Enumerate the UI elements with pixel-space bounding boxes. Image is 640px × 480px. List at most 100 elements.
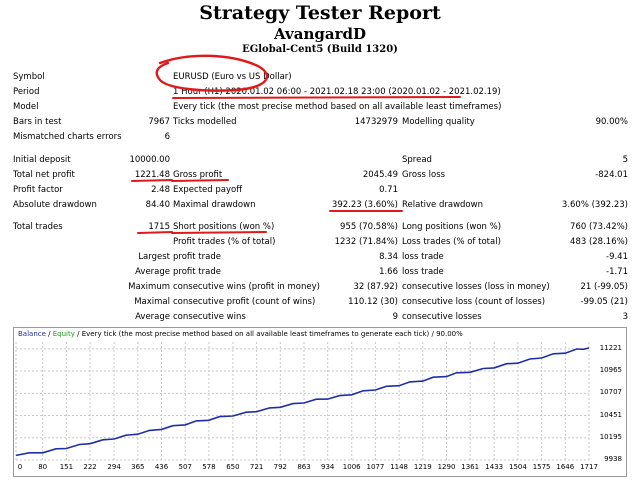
x-tick-label: 294 (107, 463, 121, 471)
x-tick-label: 721 (249, 463, 264, 471)
rel-dd-value: 3.60% (392.23) (561, 200, 628, 210)
quality-label: Modelling quality (402, 117, 475, 127)
net-profit-value: 1221.48 (134, 170, 170, 180)
max-dd-label: Maximal drawdown (173, 200, 256, 210)
x-tick-label: 1219 (413, 463, 432, 471)
abs-dd-value: 84.40 (145, 200, 170, 210)
gross-profit-value: 2045.49 (362, 170, 398, 180)
model-value: Every tick (the most precise method base… (173, 102, 502, 112)
spread-label: Spread (402, 155, 432, 165)
profit-trades-label: Profit trades (% of total) (173, 237, 276, 247)
maximal-cons-profit-value: 110.12 (30) (348, 297, 398, 307)
maximum-label: Maximum (128, 282, 170, 292)
x-tick-label: 1077 (366, 463, 385, 471)
y-tick-label: 11221 (599, 343, 622, 352)
expected-payoff-value: 0.71 (379, 185, 398, 195)
gross-loss-value: -824.01 (595, 170, 628, 180)
symbol-value: EURUSD (Euro vs US Dollar) (173, 72, 292, 82)
initial-deposit-value: 10000.00 (129, 155, 170, 165)
x-tick-label: 151 (59, 463, 74, 471)
largest-profit-value: 8.34 (379, 252, 398, 262)
x-tick-label: 1433 (485, 463, 504, 471)
balance-chart: Balance / Equity / Every tick (the most … (13, 327, 627, 477)
legend-description: / Every tick (the most precise method ba… (77, 330, 463, 338)
maximal-cons-loss-value: -99.05 (21) (580, 297, 628, 307)
initial-deposit-label: Initial deposit (13, 155, 71, 165)
total-trades-label: Total trades (13, 222, 63, 232)
average-cons-label: Average (135, 312, 170, 322)
long-positions-label: Long positions (won %) (402, 222, 502, 232)
total-trades-value: 1715 (148, 222, 170, 232)
y-tick-label: 9938 (604, 455, 622, 463)
avg-cons-wins-label: consecutive wins (173, 312, 246, 322)
average-profit-value: 1.66 (379, 267, 398, 277)
x-tick-label: 365 (131, 463, 145, 471)
largest-loss-label: loss trade (402, 252, 444, 262)
x-tick-label: 650 (226, 463, 240, 471)
avg-cons-losses-label: consecutive losses (402, 312, 482, 322)
expected-payoff-label: Expected payoff (173, 185, 243, 195)
average-label: Average (135, 267, 170, 277)
profit-trades-value: 1232 (71.84%) (334, 237, 398, 247)
legend-equity: Equity (52, 330, 75, 338)
max-cons-wins-label: consecutive wins (profit in money) (173, 282, 320, 292)
largest-profit-label: profit trade (173, 252, 221, 262)
chart-legend: Balance / Equity / Every tick (the most … (18, 330, 463, 338)
ticks-label: Ticks modelled (173, 117, 237, 127)
x-tick-label: 1717 (580, 463, 598, 471)
y-tick-label: 10451 (599, 410, 622, 419)
bars-label: Bars in test (13, 117, 62, 127)
maximal-cons-loss-label: consecutive loss (count of losses) (402, 297, 546, 307)
avg-cons-losses-value: 3 (622, 312, 628, 322)
y-tick-label: 10195 (599, 432, 622, 441)
max-cons-losses-value: 21 (-99.05) (580, 282, 628, 292)
period-value: 1 Hour (H1) 2020.01.02 06:00 - 2021.02.1… (173, 87, 501, 97)
spread-value: 5 (622, 155, 628, 165)
x-tick-label: 578 (202, 463, 216, 471)
server-build: EGlobal-Cent5 (Build 1320) (242, 44, 398, 55)
x-tick-label: 792 (273, 463, 287, 471)
expert-name: AvangardD (274, 25, 366, 43)
x-tick-label: 222 (83, 463, 97, 471)
maximal-label: Maximal (134, 297, 170, 307)
x-tick-label: 80 (38, 463, 48, 471)
mismatch-label: Mismatched charts errors (13, 132, 122, 142)
x-tick-label: 934 (321, 463, 335, 471)
balance-chart-plot (15, 342, 590, 461)
x-tick-label: 1290 (437, 463, 456, 471)
balance-series-line (15, 347, 590, 457)
x-tick-label: 1006 (342, 463, 361, 471)
mismatch-value: 6 (164, 132, 170, 142)
net-profit-label: Total net profit (13, 170, 75, 180)
legend-slash: / (48, 330, 51, 338)
x-tick-label: 863 (297, 463, 311, 471)
symbol-label: Symbol (13, 72, 45, 82)
max-cons-wins-value: 32 (87.92) (353, 282, 398, 292)
x-tick-label: 436 (154, 463, 169, 471)
largest-label: Largest (138, 252, 170, 262)
y-tick-label: 10707 (599, 388, 622, 397)
max-dd-value: 392.23 (3.60%) (331, 200, 398, 210)
abs-dd-label: Absolute drawdown (13, 200, 97, 210)
short-positions-value: 955 (70.58%) (340, 222, 398, 232)
largest-loss-value: -9.41 (606, 252, 628, 262)
model-label: Model (13, 102, 39, 112)
x-tick-label: 1646 (556, 463, 575, 471)
period-label: Period (13, 87, 40, 97)
long-positions-value: 760 (73.42%) (570, 222, 628, 232)
profit-factor-value: 2.48 (151, 185, 170, 195)
x-tick-label: 507 (178, 463, 192, 471)
report-title: Strategy Tester Report (199, 2, 441, 24)
loss-trades-label: Loss trades (% of total) (402, 237, 501, 247)
x-tick-label: 1575 (532, 463, 551, 471)
profit-factor-label: Profit factor (13, 185, 63, 195)
maximal-cons-profit-label: consecutive profit (count of wins) (173, 297, 316, 307)
gross-loss-label: Gross loss (402, 170, 446, 180)
loss-trades-value: 483 (28.16%) (570, 237, 628, 247)
x-tick-label: 1361 (461, 463, 480, 471)
max-cons-losses-label: consecutive losses (loss in money) (402, 282, 550, 292)
legend-balance: Balance (18, 330, 46, 338)
avg-cons-wins-value: 9 (392, 312, 398, 322)
quality-value: 90.00% (595, 117, 628, 127)
average-profit-label: profit trade (173, 267, 221, 277)
